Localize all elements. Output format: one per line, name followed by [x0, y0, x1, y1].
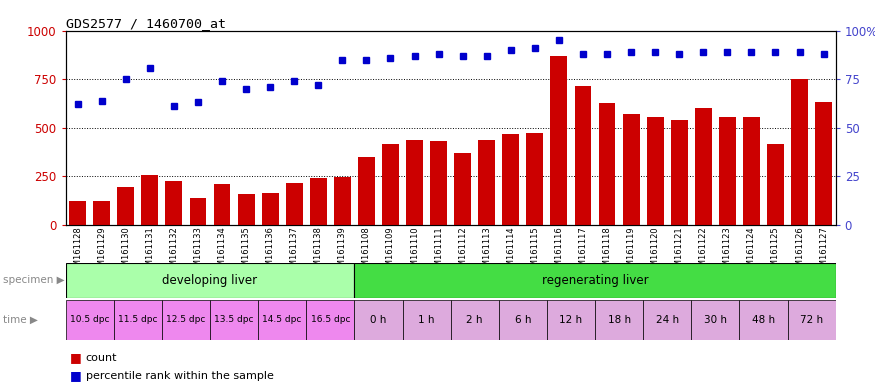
Text: 30 h: 30 h [704, 314, 727, 325]
Bar [165, 181, 182, 225]
Bar [334, 177, 351, 225]
Text: 10.5 dpc: 10.5 dpc [70, 315, 109, 324]
Bar [598, 103, 615, 225]
Text: 0 h: 0 h [370, 314, 387, 325]
Bar [94, 201, 110, 225]
Bar [306, 300, 354, 340]
Bar [117, 187, 134, 225]
Bar [286, 183, 303, 225]
Bar [791, 79, 808, 225]
Bar [788, 300, 836, 340]
Bar [623, 114, 640, 225]
Bar [430, 141, 447, 225]
Bar [382, 144, 399, 225]
Text: 16.5 dpc: 16.5 dpc [311, 315, 350, 324]
Text: 13.5 dpc: 13.5 dpc [214, 315, 254, 324]
Bar [499, 300, 547, 340]
Bar [550, 56, 567, 225]
Bar [354, 263, 836, 298]
Bar [354, 300, 402, 340]
Bar [190, 199, 206, 225]
Text: 11.5 dpc: 11.5 dpc [118, 315, 158, 324]
Text: developing liver: developing liver [163, 274, 257, 287]
Text: count: count [86, 353, 117, 363]
Bar [743, 117, 760, 225]
Bar [739, 300, 788, 340]
Text: GDS2577 / 1460700_at: GDS2577 / 1460700_at [66, 17, 226, 30]
Bar [575, 86, 592, 225]
Bar [406, 140, 423, 225]
Text: 24 h: 24 h [655, 314, 679, 325]
Bar [767, 144, 784, 225]
Text: ■: ■ [70, 351, 81, 364]
Bar [454, 153, 471, 225]
Bar [258, 300, 306, 340]
Bar [595, 300, 643, 340]
Text: 18 h: 18 h [607, 314, 631, 325]
Bar [142, 175, 158, 225]
Bar [238, 194, 255, 225]
Text: 2 h: 2 h [466, 314, 483, 325]
Text: 6 h: 6 h [514, 314, 531, 325]
Bar [816, 103, 832, 225]
Bar [671, 120, 688, 225]
Bar [358, 157, 374, 225]
Text: regenerating liver: regenerating liver [542, 274, 648, 287]
Bar [262, 193, 278, 225]
Bar [210, 300, 258, 340]
Bar [451, 300, 499, 340]
Text: 72 h: 72 h [800, 314, 823, 325]
Bar [214, 184, 230, 225]
Bar [310, 178, 326, 225]
Bar [719, 117, 736, 225]
Text: time ▶: time ▶ [3, 314, 38, 325]
Bar [69, 201, 86, 225]
Text: specimen ▶: specimen ▶ [3, 275, 64, 285]
Text: 1 h: 1 h [418, 314, 435, 325]
Bar [643, 300, 691, 340]
Bar [647, 117, 663, 225]
Bar [527, 132, 543, 225]
Bar [479, 140, 495, 225]
Bar [691, 300, 739, 340]
Text: percentile rank within the sample: percentile rank within the sample [86, 371, 274, 381]
Text: 48 h: 48 h [752, 314, 775, 325]
Bar [502, 134, 519, 225]
Bar [547, 300, 595, 340]
Text: 12.5 dpc: 12.5 dpc [166, 315, 206, 324]
Text: 14.5 dpc: 14.5 dpc [262, 315, 302, 324]
Bar [402, 300, 451, 340]
Bar [114, 300, 162, 340]
Bar [66, 300, 114, 340]
Text: 12 h: 12 h [559, 314, 583, 325]
Text: ■: ■ [70, 369, 81, 382]
Bar [695, 108, 711, 225]
Bar [162, 300, 210, 340]
Bar [66, 263, 354, 298]
